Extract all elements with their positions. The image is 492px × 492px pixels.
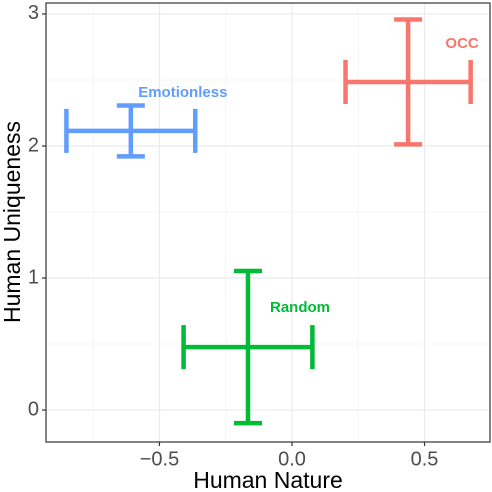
point-label: Emotionless [138,84,227,101]
point [244,344,251,351]
plot-border [45,2,491,443]
point [405,78,412,85]
x-tick-label: 0.5 [411,448,439,470]
x-tick-label: −0.5 [140,448,179,470]
point-label: Random [270,299,330,316]
y-tick-label: 2 [28,134,39,156]
x-tick-label: 0.0 [278,448,306,470]
point [127,127,134,134]
x-axis-title: Human Nature [193,467,343,492]
y-tick-label: 3 [28,2,39,24]
y-tick-label: 1 [28,266,39,288]
point-label: OCC [445,35,479,52]
y-tick-label: 0 [28,398,39,420]
y-axis-title: Human Uniqueness [0,121,25,323]
